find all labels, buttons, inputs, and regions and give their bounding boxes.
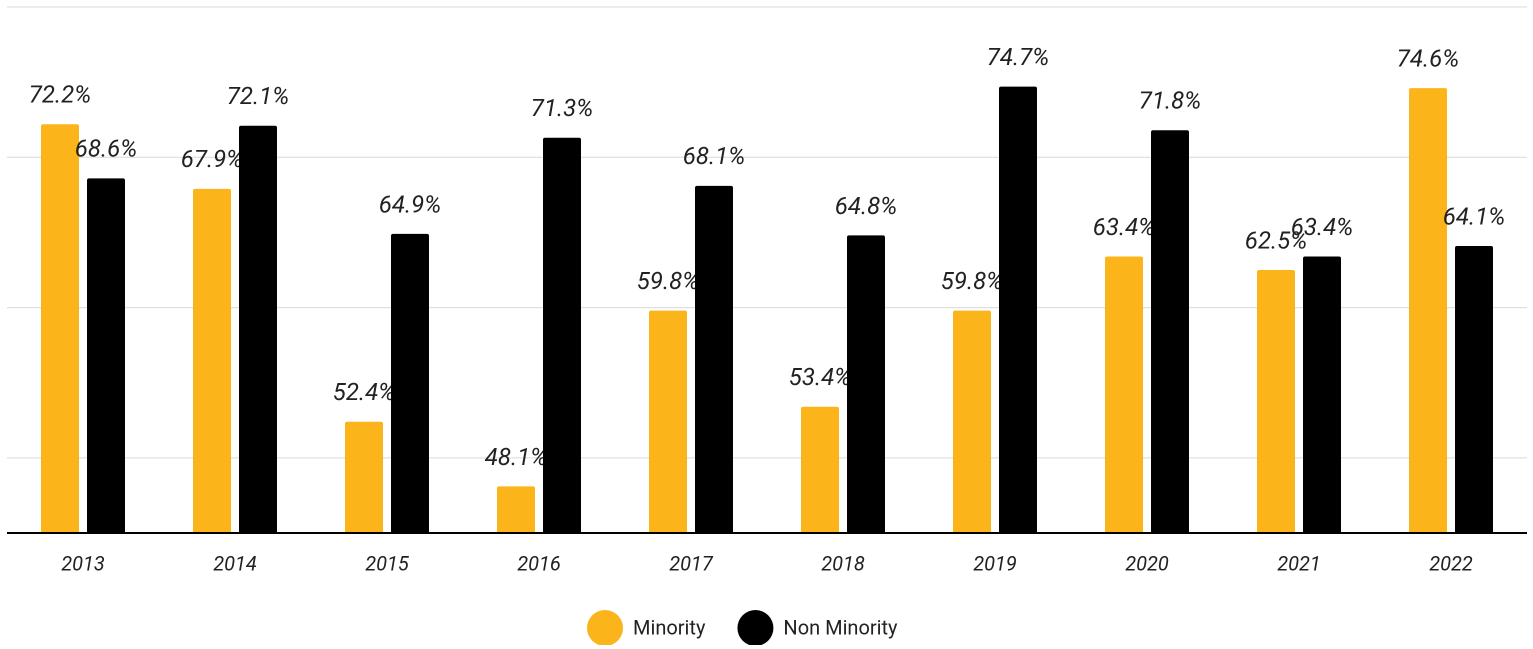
bar	[649, 310, 687, 533]
x-tick-label: 2019	[973, 551, 1017, 575]
bar	[543, 137, 581, 533]
bar	[953, 310, 991, 533]
legend-swatch	[737, 610, 774, 646]
bar	[1409, 88, 1447, 533]
bar	[999, 86, 1037, 533]
bar	[1151, 130, 1189, 533]
bar	[391, 233, 429, 533]
legend-label: Minority	[633, 615, 706, 639]
data-label: 63.4%	[1093, 213, 1155, 241]
x-tick-label: 2018	[821, 551, 865, 575]
x-tick-label: 2022	[1429, 551, 1473, 575]
bar	[1455, 245, 1493, 533]
data-label: 59.8%	[941, 267, 1003, 295]
data-label: 71.8%	[1139, 87, 1201, 115]
data-label: 68.1%	[683, 142, 745, 170]
x-tick-label: 2014	[213, 551, 257, 575]
data-label: 52.4%	[333, 378, 395, 406]
x-tick-label: 2013	[61, 551, 105, 575]
bar	[695, 185, 733, 533]
data-label: 53.4%	[789, 363, 851, 391]
data-label: 62.5%	[1245, 226, 1307, 254]
x-tick-label: 2016	[517, 551, 561, 575]
bar	[193, 188, 231, 534]
bar	[239, 125, 277, 534]
data-label: 63.4%	[1291, 213, 1353, 241]
bar	[1303, 256, 1341, 533]
data-label: 64.1%	[1443, 202, 1505, 230]
bar	[87, 178, 125, 533]
legend-swatch	[587, 610, 623, 646]
data-label: 64.8%	[835, 192, 897, 220]
x-tick-label: 2017	[669, 551, 714, 575]
data-label: 74.6%	[1397, 44, 1459, 72]
data-label: 72.2%	[29, 81, 91, 109]
data-label: 68.6%	[75, 135, 137, 163]
bar	[801, 406, 839, 533]
bar	[497, 486, 535, 533]
data-label: 71.3%	[531, 94, 593, 122]
data-label: 64.9%	[379, 190, 441, 218]
bar	[41, 124, 79, 534]
bar	[1105, 256, 1143, 533]
data-label: 67.9%	[181, 145, 243, 173]
bar	[345, 421, 383, 533]
bar	[847, 235, 885, 534]
data-label: 72.1%	[227, 82, 289, 110]
x-tick-label: 2015	[365, 551, 410, 575]
data-label: 59.8%	[637, 267, 699, 295]
bar	[1257, 270, 1295, 533]
legend-label: Non Minority	[783, 615, 898, 639]
data-label: 48.1%	[485, 443, 547, 471]
data-label: 74.7%	[987, 43, 1049, 71]
x-tick-label: 2020	[1125, 551, 1169, 575]
x-tick-label: 2021	[1277, 551, 1321, 575]
